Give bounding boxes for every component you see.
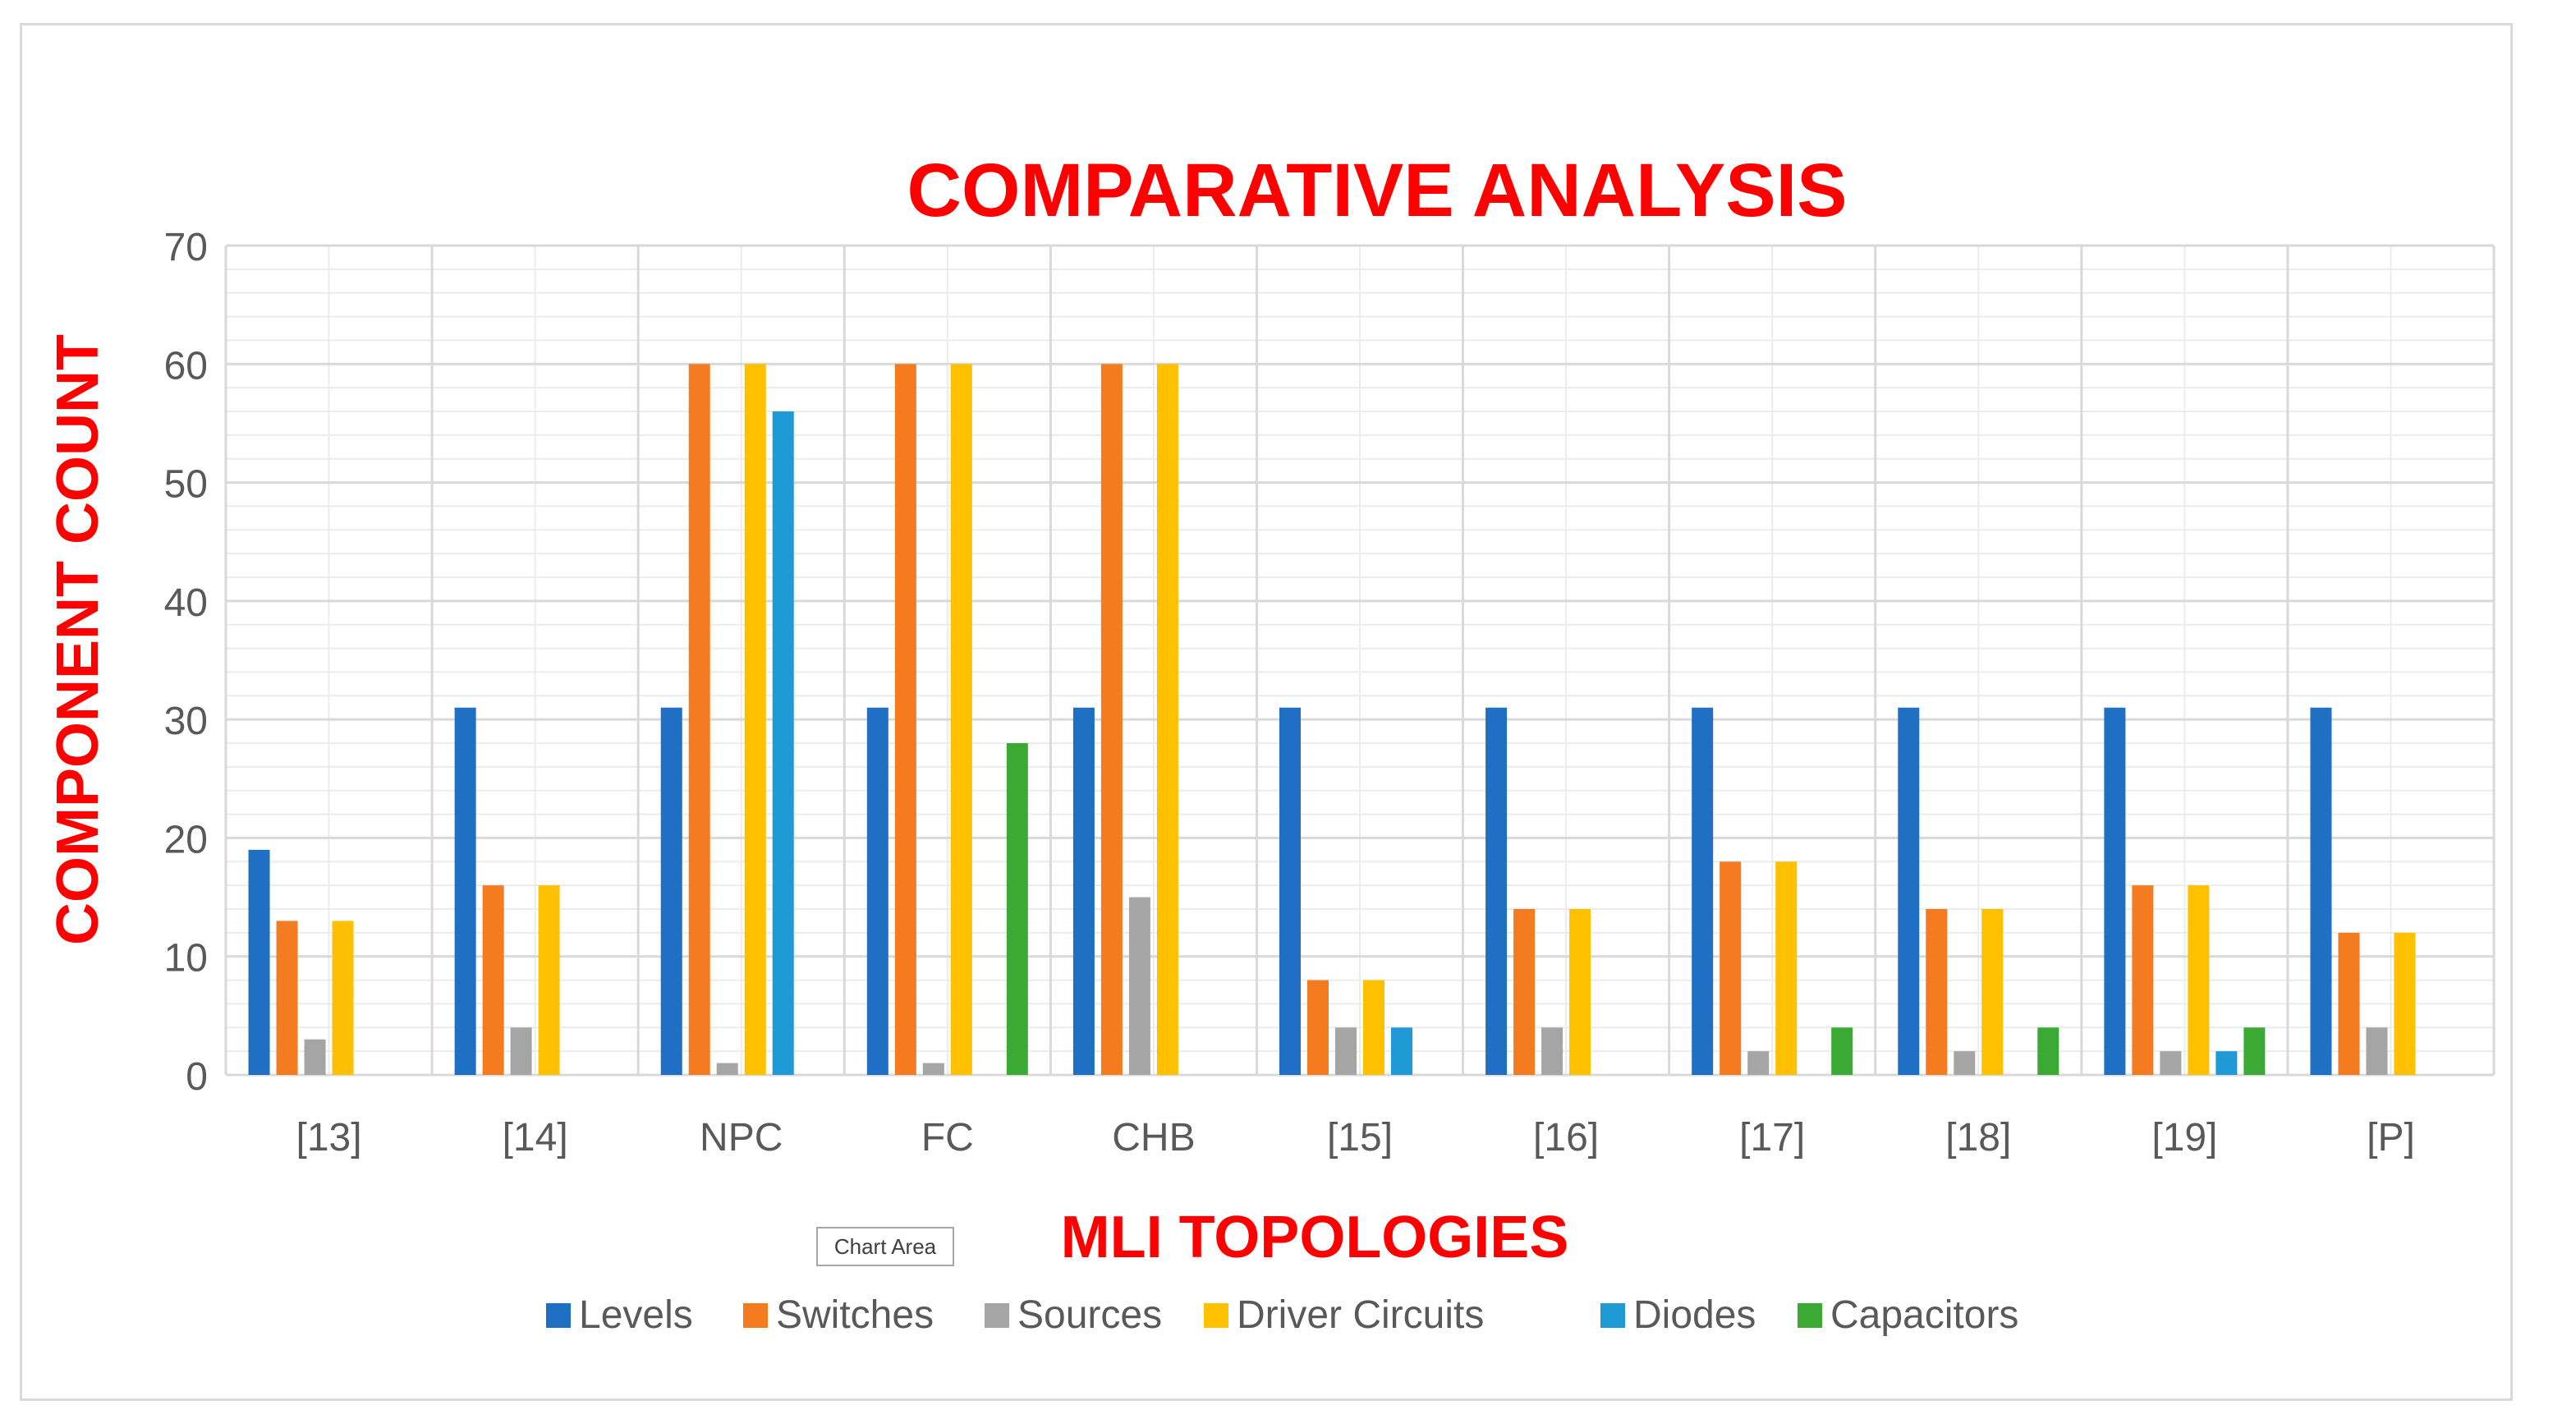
bar-levels [1898, 707, 1920, 1075]
bar-switches [1926, 909, 1948, 1075]
bar-levels [454, 707, 476, 1075]
bar-sources [922, 1063, 944, 1075]
bar-levels [660, 707, 682, 1075]
bar-diodes [1391, 1027, 1412, 1075]
bar-driver-circuits [2394, 932, 2416, 1075]
bar-sources [1128, 897, 1150, 1075]
legend-swatch [546, 1303, 571, 1328]
chart-title: COMPARATIVE ANALYSIS [907, 149, 1847, 232]
bar-switches [2132, 885, 2154, 1075]
bar-driver-circuits [1775, 861, 1798, 1075]
bar-levels [1485, 707, 1508, 1075]
bar-sources [2160, 1051, 2182, 1075]
bar-capacitors [1831, 1027, 1853, 1075]
bar-sources [510, 1027, 532, 1075]
bar-switches [482, 885, 504, 1075]
x-tick-label: [18] [1945, 1116, 2011, 1160]
x-tick-label: [19] [2151, 1116, 2217, 1160]
legend-swatch [985, 1303, 1009, 1328]
bar-switches [276, 921, 298, 1075]
chart-canvas: COMPARATIVE ANALYSIS 0 10 20 30 40 50 60 70 [13]… [45, 149, 2496, 1337]
y-tick-label: 10 [164, 937, 208, 980]
tooltip-box [816, 1227, 954, 1266]
legend-label: Capacitors [1830, 1293, 2018, 1337]
bar-sources [1954, 1051, 1976, 1075]
bar-sources [716, 1063, 738, 1075]
bar-levels [1692, 707, 1714, 1075]
legend-label: Driver Circuits [1237, 1293, 1484, 1337]
x-tick-label: [13] [296, 1116, 362, 1160]
grid-lines [224, 244, 2496, 1077]
x-axis-title: MLI TOPOLOGIES [1061, 1205, 1569, 1270]
bar-capacitors [2243, 1027, 2266, 1075]
y-tick-label: 30 [164, 700, 208, 743]
chart-area[interactable]: COMPARATIVE ANALYSIS 0 10 20 30 40 50 60 70 [13]… [20, 23, 2513, 1401]
x-tick-label: [17] [1739, 1116, 1805, 1160]
legend-label: Diodes [1633, 1293, 1756, 1337]
x-tick-label: [P] [2367, 1116, 2415, 1160]
bar-sources [1541, 1027, 1564, 1075]
bar-levels [866, 707, 889, 1075]
bar-switches [1100, 364, 1123, 1075]
legend-label: Sources [1017, 1293, 1162, 1337]
y-tick-label: 60 [164, 344, 208, 388]
bar-levels [1279, 707, 1301, 1075]
bar-levels [248, 849, 270, 1075]
bar-switches [2338, 932, 2360, 1075]
tooltip-label: Chart Area [834, 1234, 937, 1259]
bar-sources [1335, 1027, 1357, 1075]
bar-driver-circuits [1363, 980, 1384, 1075]
bar-driver-circuits [332, 921, 354, 1075]
bar-diodes [2216, 1051, 2238, 1075]
x-tick-label: [16] [1533, 1116, 1599, 1160]
bar-driver-circuits [2188, 885, 2210, 1075]
bar-diodes [772, 411, 794, 1075]
chart-area-tooltip: Chart Area [816, 1227, 954, 1266]
bar-levels [2104, 707, 2126, 1075]
legend-label: Switches [776, 1293, 934, 1337]
y-tick-label: 40 [164, 581, 208, 625]
x-tick-label: [15] [1327, 1116, 1393, 1160]
bar-levels [2310, 707, 2332, 1075]
y-tick-label: 0 [186, 1055, 208, 1099]
bar-driver-circuits [1156, 364, 1178, 1075]
x-tick-label: NPC [700, 1116, 783, 1160]
y-tick-label: 70 [164, 226, 208, 269]
bar-switches [894, 364, 916, 1075]
bar-switches [1513, 909, 1536, 1075]
x-tick-label: CHB [1112, 1116, 1195, 1160]
bar-sources [2366, 1027, 2388, 1075]
legend-swatch [1600, 1303, 1625, 1328]
legend: Levels Switches Sources Driver Circuits Diod… [546, 1293, 2018, 1337]
x-tick-label: FC [921, 1116, 974, 1160]
bar-driver-circuits [744, 364, 766, 1075]
bar-driver-circuits [538, 885, 560, 1075]
axes-group: 0 10 20 30 40 50 60 70 [13] [14] NPC FC CHB [15] [16] [… [164, 226, 2415, 1160]
bars-group [248, 364, 2416, 1075]
y-tick-label: 50 [164, 463, 208, 507]
bar-sources [1747, 1051, 1770, 1075]
legend-swatch [1798, 1303, 1822, 1328]
bar-driver-circuits [950, 364, 972, 1075]
y-tick-label: 20 [164, 818, 208, 861]
bar-driver-circuits [1569, 909, 1591, 1075]
x-tick-label: [14] [503, 1116, 568, 1160]
bar-sources [304, 1039, 326, 1075]
bar-switches [688, 364, 710, 1075]
bar-driver-circuits [1981, 909, 2004, 1075]
bar-switches [1307, 980, 1329, 1075]
bar-switches [1720, 861, 1742, 1075]
bar-capacitors [1006, 743, 1028, 1075]
legend-label: Levels [579, 1293, 693, 1337]
bar-capacitors [2037, 1027, 2059, 1075]
legend-swatch [743, 1303, 768, 1328]
legend-swatch [1204, 1303, 1228, 1328]
y-axis-title: COMPONENT COUNT [45, 334, 111, 945]
bar-levels [1072, 707, 1095, 1075]
